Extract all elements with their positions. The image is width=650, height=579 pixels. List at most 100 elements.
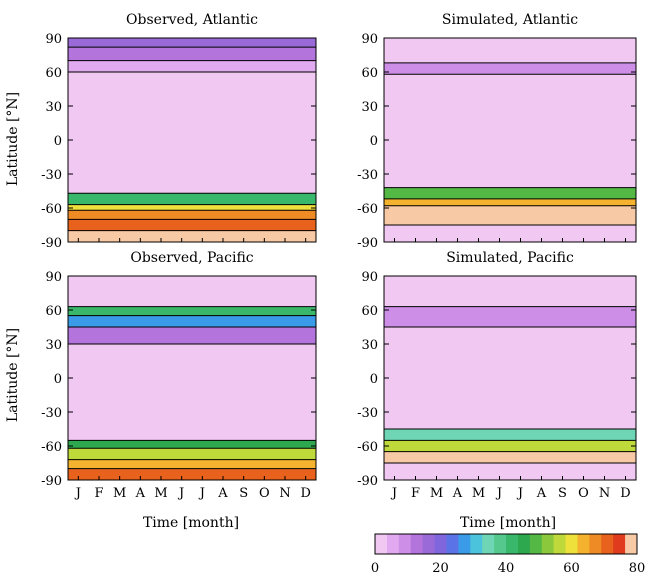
ytick-label: 60 (45, 66, 62, 81)
band-4-1 (384, 276, 636, 307)
xtick-label: J (198, 486, 205, 501)
band-3-4 (68, 327, 316, 344)
ylabel-bottom: Latitude [°N] (5, 328, 21, 422)
colorbar-swatch (398, 534, 412, 554)
colorbar-swatch (589, 534, 602, 554)
xtick-label: J (495, 486, 502, 501)
xtick-label: F (94, 486, 103, 501)
xtick-label: M (430, 486, 443, 501)
colorbar-swatch (625, 534, 638, 554)
panel-title-3: Observed, Pacific (130, 250, 253, 266)
panel-1: Observed, Atlantic 90 60 30 0 -30 -60 -90 (41, 12, 317, 251)
ytick-label: 90 (361, 32, 378, 47)
band-1-8 (68, 219, 316, 231)
xtick-label: M (154, 486, 167, 501)
band-3-7 (68, 448, 316, 460)
colorbar-swatch (470, 534, 483, 554)
band-2-2 (384, 62, 636, 75)
xtick-label: A (135, 486, 146, 501)
colorbar-frame (374, 533, 638, 555)
colorbar-tick-label: 60 (563, 561, 580, 576)
ytick-label: 60 (361, 304, 378, 319)
band-3-6 (68, 440, 316, 449)
ytick-label: -30 (357, 406, 378, 421)
band-1-7 (68, 210, 316, 220)
xtick-label: J (516, 486, 523, 501)
ytick-label: -30 (41, 406, 62, 421)
band-3-5 (68, 344, 316, 441)
panels-layer: Observed, Atlantic9060300-30-60-90Simula… (41, 12, 637, 501)
colorbar-swatch (553, 534, 567, 554)
ytick-label: 30 (361, 338, 378, 353)
band-2-4 (384, 187, 636, 199)
xtick-label: O (259, 486, 270, 501)
xtick-label: A (217, 486, 228, 501)
colorbar-swatch (482, 534, 495, 554)
ytick-label: -90 (41, 236, 62, 251)
band-1-5 (68, 193, 316, 205)
ytick-label: -60 (357, 202, 378, 217)
xtick-label: D (300, 486, 310, 501)
colorbar-tick-label: 80 (629, 561, 646, 576)
ytick-label: 90 (45, 270, 62, 285)
ylabel-top: Latitude [°N] (5, 92, 21, 186)
xlabel-left: Time [month] (143, 515, 239, 531)
colorbar-swatch (565, 534, 578, 554)
xtick-label: J (74, 486, 81, 501)
ytick-label: 30 (45, 100, 62, 115)
xlabel-right: Time [month] (460, 515, 556, 531)
band-4-7 (384, 463, 636, 480)
band-2-5 (384, 198, 636, 206)
xtick-label: N (599, 486, 610, 501)
xtick-label: J (177, 486, 184, 501)
panel-title-1: Observed, Atlantic (126, 12, 258, 28)
colorbar-swatch (577, 534, 590, 554)
band-1-4 (68, 72, 316, 194)
ytick-label: -60 (357, 440, 378, 455)
colorbar: 0 20 40 60 80 (371, 533, 646, 576)
xtick-label: J (390, 486, 397, 501)
colorbar-swatch (410, 534, 424, 554)
ytick-label: 90 (45, 32, 62, 47)
colorbar-swatch (541, 534, 555, 554)
band-3-3 (68, 315, 316, 327)
ytick-label: 0 (370, 134, 378, 149)
xtick-label: A (452, 486, 463, 501)
band-1-1 (68, 38, 316, 48)
colorbar-swatch (494, 534, 507, 554)
colorbar-tick-label: 0 (371, 561, 379, 576)
panel-2: Simulated, Atlantic 90 60 30 0 -30 -60 -90 (357, 12, 637, 251)
band-4-6 (384, 451, 636, 463)
colorbar-swatch (386, 534, 400, 554)
xtick-label: F (411, 486, 420, 501)
colorbar-swatch (529, 534, 543, 554)
band-3-9 (68, 468, 316, 480)
colorbar-swatch (601, 534, 614, 554)
xtick-label: A (536, 486, 547, 501)
colorbar-tick-label: 40 (498, 561, 515, 576)
colorbar-swatch (375, 534, 388, 554)
ytick-label: -60 (41, 202, 62, 217)
ytick-label: 90 (361, 270, 378, 285)
colorbar-swatch (458, 534, 471, 554)
xtick-label: O (578, 486, 589, 501)
xtick-label: S (558, 486, 567, 501)
colorbar-swatch (517, 534, 531, 554)
band-3-2 (68, 306, 316, 316)
ytick-label: 60 (45, 304, 62, 319)
band-4-5 (384, 440, 636, 452)
ytick-label: -90 (41, 474, 62, 489)
band-2-6 (384, 205, 636, 225)
band-2-1 (384, 38, 636, 63)
colorbar-swatch (422, 534, 436, 554)
colorbar-swatch (506, 534, 519, 554)
xtick-label: S (239, 486, 248, 501)
ytick-label: -90 (357, 236, 378, 251)
xtick-label: M (472, 486, 485, 501)
band-4-3 (384, 327, 636, 429)
ytick-label: -60 (41, 440, 62, 455)
band-1-9 (68, 230, 316, 242)
ytick-label: 60 (361, 66, 378, 81)
